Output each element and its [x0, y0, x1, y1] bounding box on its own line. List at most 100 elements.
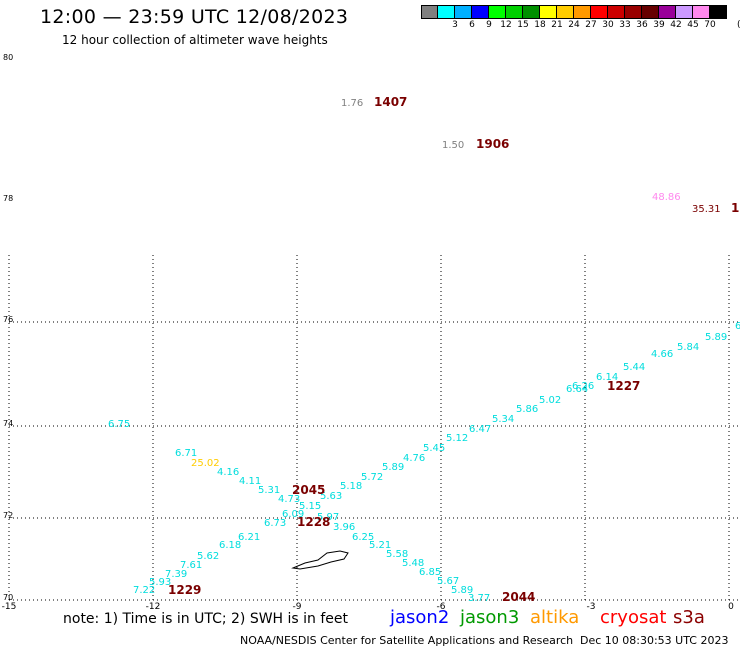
wave-reading: 35.31	[692, 204, 721, 215]
legend-swatch	[710, 5, 727, 19]
wave-reading: 6.75	[108, 419, 130, 430]
wave-reading: 1	[731, 201, 739, 215]
legend-swatch	[642, 5, 659, 19]
wave-reading: 6.64	[566, 384, 588, 395]
wave-reading: 6.18	[219, 540, 241, 551]
legend-label: 39	[653, 20, 665, 30]
wave-reading: 6.25	[352, 532, 374, 543]
legend-swatch	[625, 5, 642, 19]
legend-swatch	[438, 5, 455, 19]
wave-reading: 5.89	[451, 585, 473, 596]
legend-label: 36	[636, 20, 648, 30]
wave-reading: 4.76	[403, 453, 425, 464]
wave-reading: 5.67	[437, 576, 459, 587]
legend-label: 24	[568, 20, 580, 30]
legend-label: 33	[619, 20, 631, 30]
graticule	[8, 255, 740, 601]
wave-reading: 6.14	[596, 372, 618, 383]
wave-reading: 6.21	[238, 532, 260, 543]
wave-reading: 5.18	[340, 481, 362, 492]
legend-swatch	[421, 5, 438, 19]
wave-reading: 2045	[292, 483, 325, 497]
legend-label: 42	[670, 20, 682, 30]
legend-swatch	[557, 5, 574, 19]
wave-reading: 3.96	[333, 522, 355, 533]
satellite-altika: altika	[530, 607, 580, 628]
lon-label: -15	[2, 602, 17, 612]
footer-timestamp: Dec 10 08:30:53 UTC 2023	[580, 634, 729, 647]
lat-label: 78	[3, 194, 13, 203]
wave-reading: 5.02	[539, 395, 561, 406]
legend-unit: (ft)	[737, 20, 740, 30]
wave-reading: 1229	[168, 583, 201, 597]
lat-label: 70	[3, 593, 13, 602]
legend-swatch	[693, 5, 710, 19]
lon-label: -3	[587, 602, 596, 612]
wave-reading: 5.84	[677, 342, 699, 353]
wave-reading: 25.02	[191, 458, 220, 469]
legend-swatch	[455, 5, 472, 19]
wave-reading: 5.63	[320, 491, 342, 502]
wave-reading: 7.39	[165, 569, 187, 580]
wave-reading: 5.97	[317, 512, 339, 523]
wave-reading: 5.93	[149, 577, 171, 588]
wave-reading: 6	[735, 321, 740, 332]
legend-label: 12	[500, 20, 512, 30]
wave-reading: 6.26	[572, 381, 594, 392]
wave-reading: 1906	[476, 137, 509, 151]
legend-label: 6	[469, 20, 475, 30]
wave-reading: 4.11	[239, 476, 261, 487]
wave-reading: 6.73	[264, 518, 286, 529]
legend-swatch	[574, 5, 591, 19]
legend-label: 27	[585, 20, 597, 30]
satellite-s3a: s3a	[673, 607, 705, 628]
legend-swatch	[676, 5, 693, 19]
legend-swatch	[540, 5, 557, 19]
wave-reading: 7.61	[180, 560, 202, 571]
lon-label: -12	[146, 602, 161, 612]
wave-reading: 5.12	[446, 433, 468, 444]
wave-reading: 1.76	[341, 98, 363, 109]
lon-label: 0	[728, 602, 734, 612]
wave-height-readings: 1.76 1407 1.50 1906 48.86 35.31 1 6 5.89 5.84 4.66…	[108, 95, 740, 604]
wave-reading: 3.77	[468, 593, 490, 604]
legend-label: 9	[486, 20, 492, 30]
legend-label: 18	[534, 20, 546, 30]
lon-label: -6	[437, 602, 446, 612]
island-outline	[291, 550, 349, 570]
wave-reading: 5.48	[402, 558, 424, 569]
legend-swatch	[608, 5, 625, 19]
satellite-cryosat: cryosat	[600, 607, 667, 628]
wave-reading: 4.66	[651, 349, 673, 360]
wave-reading: 2044	[502, 590, 535, 604]
wave-reading: 5.89	[382, 462, 404, 473]
legend-swatches	[421, 5, 727, 19]
wave-reading: 5.89	[705, 332, 727, 343]
wave-reading: 5.86	[516, 404, 538, 415]
wave-reading: 5.21	[369, 540, 391, 551]
legend-swatch	[591, 5, 608, 19]
wave-reading: 4.16	[217, 467, 239, 478]
wave-reading: 6.71	[175, 448, 197, 459]
legend-swatch	[659, 5, 676, 19]
legend-label: 21	[551, 20, 563, 30]
wave-reading: 1227	[607, 379, 640, 393]
legend-swatch	[472, 5, 489, 19]
legend-swatch	[489, 5, 506, 19]
wave-reading: 1407	[374, 95, 407, 109]
legend-label: 3	[452, 20, 458, 30]
lon-label: -9	[293, 602, 302, 612]
longitude-labels: -15 -12 -9 -6 -3 0	[2, 602, 734, 612]
legend-label: 70	[704, 20, 716, 30]
legend-swatch	[523, 5, 540, 19]
wave-reading: 5.58	[386, 549, 408, 560]
wave-reading: 6.09	[282, 509, 304, 520]
latitude-labels: 80 78 76 74 72 70	[3, 53, 13, 602]
satellite-jason2: jason2	[390, 607, 450, 628]
wave-reading: 5.72	[361, 472, 383, 483]
wave-reading: 6.47	[469, 424, 491, 435]
wave-reading: 6.85	[419, 567, 441, 578]
